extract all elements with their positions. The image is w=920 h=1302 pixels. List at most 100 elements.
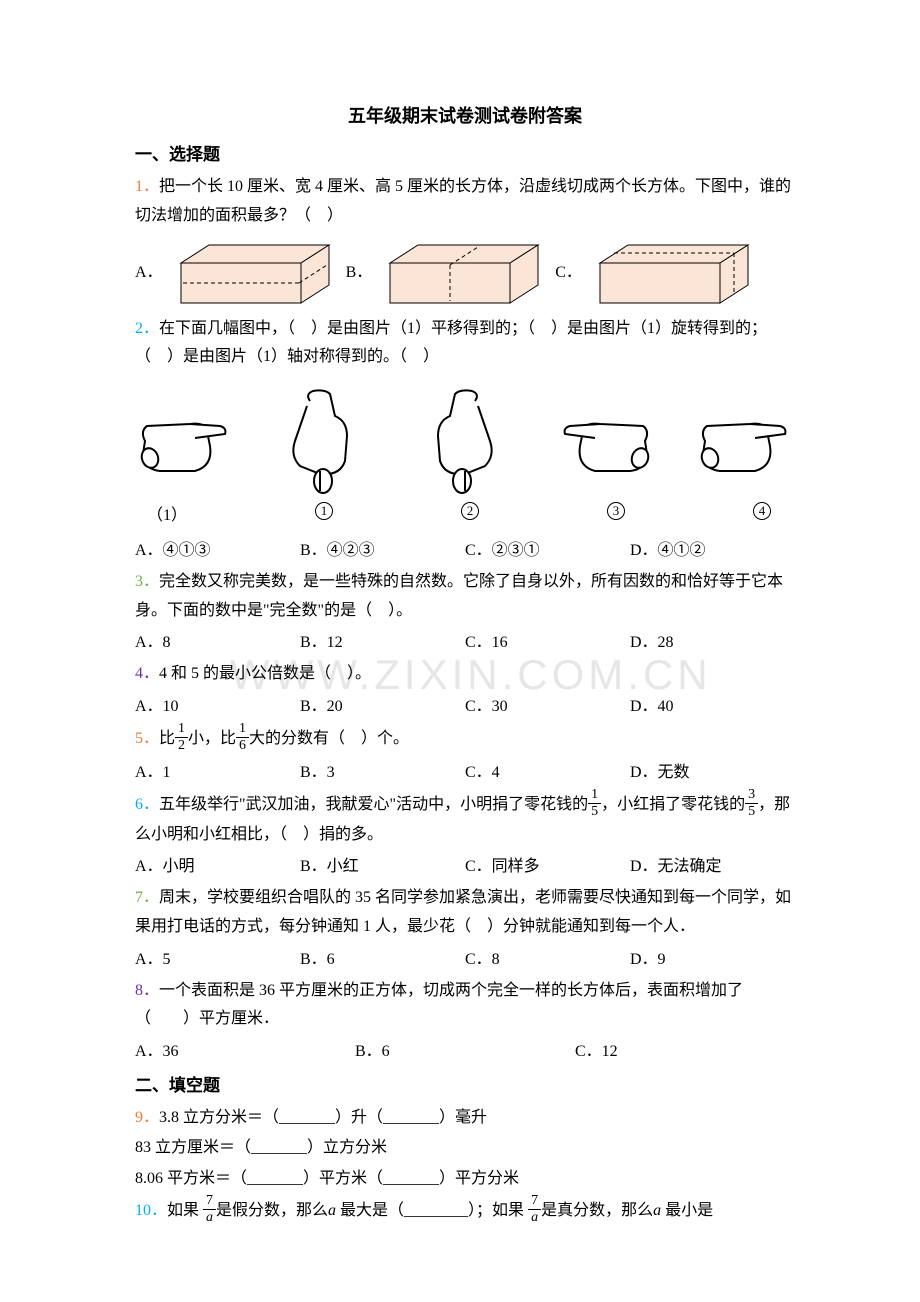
q10-number: 10． [135, 1202, 167, 1219]
question-8: 8．一个表面积是 36 平方厘米的正方体，切成两个完全一样的长方体后，表面积增加… [135, 977, 795, 1035]
q2-optA: A．④①③ [135, 537, 300, 566]
q1-text: 把一个长 10 厘米、宽 4 厘米、高 5 厘米的长方体，沿虚线切成两个长方体。… [135, 178, 791, 224]
question-10: 10．如果 7a是假分数，那么a 最大是（________）；如果 7a是真分数… [135, 1196, 795, 1227]
q9-number: 9． [135, 1109, 159, 1126]
question-9-line3: 8.06 平方米＝（_______）平方米（_______）平方分米 [135, 1165, 795, 1194]
q2-optB: B．④②③ [300, 537, 465, 566]
q2-label-2: 2 [461, 502, 479, 520]
q6-number: 6． [135, 796, 159, 813]
q6-options: A．小明 B．小红 C．同样多 D．无法确定 [135, 853, 795, 882]
q5-optB: B．3 [300, 759, 465, 788]
q3-options: A．8 B．12 C．16 D．28 [135, 629, 795, 658]
question-9-line2: 83 立方厘米＝（_______）立方分米 [135, 1134, 795, 1163]
q4-optA: A．10 [135, 693, 300, 722]
q1-optB-label: B． [346, 259, 373, 288]
cuboid-b [388, 243, 543, 305]
q4-optD: D．40 [630, 693, 795, 722]
q2-label-0: （1） [147, 502, 187, 531]
q2-label-1: 1 [315, 502, 333, 520]
page-title: 五年级期末试卷测试卷附答案 [135, 100, 795, 132]
q1-number: 1． [135, 178, 159, 195]
q3-optA: A．8 [135, 629, 300, 658]
q1-optC-label: C． [555, 259, 582, 288]
q5-number: 5． [135, 730, 159, 747]
q10-after: 最小是 [661, 1202, 713, 1219]
q10-frac1: 7a [203, 1194, 216, 1225]
q9-l1: 3.8 立方分米＝（_______）升（_______）毫升 [159, 1109, 487, 1126]
question-2: 2．在下面几幅图中，（ ）是由图片（1）平移得到的；（ ）是由图片（1）旋转得到… [135, 315, 795, 373]
q8-text: 一个表面积是 36 平方厘米的正方体，切成两个完全一样的长方体后，表面积增加了（… [135, 982, 743, 1028]
cuboid-a [179, 243, 334, 305]
q7-optD: D．9 [630, 946, 795, 975]
q6-frac2: 35 [745, 788, 758, 819]
q10-var2: a [653, 1202, 661, 1219]
q5-mid: 小，比 [188, 730, 236, 747]
section-2-heading: 二、填空题 [135, 1071, 795, 1102]
question-7: 7．周末，学校要组织合唱队的 35 名同学参加紧急演出，老师需要尽快通知到每一个… [135, 884, 795, 942]
q2-label-4: 4 [753, 502, 771, 520]
q6-optD: D．无法确定 [630, 853, 795, 882]
q2-optC: C．②③① [465, 537, 630, 566]
question-4: 4．4 和 5 的最小公倍数是（ ）。 [135, 660, 795, 689]
q4-optB: B．20 [300, 693, 465, 722]
q3-optD: D．28 [630, 629, 795, 658]
q5-options: A．1 B．3 C．4 D．无数 [135, 759, 795, 788]
q4-options: A．10 B．20 C．30 D．40 [135, 693, 795, 722]
q2-text: 在下面几幅图中，（ ）是由图片（1）平移得到的；（ ）是由图片（1）旋转得到的；… [135, 320, 767, 366]
question-9-line1: 9．3.8 立方分米＝（_______）升（_______）毫升 [135, 1104, 795, 1133]
question-5: 5．比12小，比16大的分数有（ ）个。 [135, 724, 795, 755]
question-1: 1．把一个长 10 厘米、宽 4 厘米、高 5 厘米的长方体，沿虚线切成两个长方… [135, 173, 795, 231]
q5-before: 比 [159, 730, 175, 747]
q7-optB: B．6 [300, 946, 465, 975]
q5-frac1: 12 [175, 722, 188, 753]
q2-label-3: 3 [607, 502, 625, 520]
q4-text: 4 和 5 的最小公倍数是（ ）。 [159, 665, 371, 682]
q5-frac2: 16 [236, 722, 249, 753]
q7-number: 7． [135, 889, 159, 906]
q3-number: 3． [135, 573, 159, 590]
q8-optC: C．12 [575, 1038, 795, 1067]
q2-options: A．④①③ B．④②③ C．②③① D．④①② [135, 537, 795, 566]
hand-4 [555, 386, 655, 496]
question-6: 6．五年级举行"武汉加油，我献爱心"活动中，小明捐了零花钱的15，小红捐了零花钱… [135, 790, 795, 850]
q2-optD: D．④①② [630, 537, 795, 566]
q7-optA: A．5 [135, 946, 300, 975]
q6-optB: B．小红 [300, 853, 465, 882]
q8-optA: A．36 [135, 1038, 355, 1067]
hand-5 [695, 386, 795, 496]
q5-optD: D．无数 [630, 759, 795, 788]
q1-optA-label: A． [135, 259, 163, 288]
q2-hands-row [135, 386, 795, 496]
q6-mid: ，小红捐了零花钱的 [601, 796, 745, 813]
q8-optB: B．6 [355, 1038, 575, 1067]
q6-optA: A．小明 [135, 853, 300, 882]
q5-after: 大的分数有（ ）个。 [249, 730, 409, 747]
q8-number: 8． [135, 982, 159, 999]
q7-text: 周末，学校要组织合唱队的 35 名同学参加紧急演出，老师需要尽快通知到每一个同学… [135, 889, 791, 935]
q5-optA: A．1 [135, 759, 300, 788]
q10-frac2: 7a [528, 1194, 541, 1225]
hand-1 [135, 386, 235, 496]
question-3: 3．完全数又称完美数，是一些特殊的自然数。它除了自身以外，所有因数的和恰好等于它… [135, 568, 795, 626]
q5-optC: C．4 [465, 759, 630, 788]
q6-optC: C．同样多 [465, 853, 630, 882]
q10-mid1: 是假分数，那么 [216, 1202, 328, 1219]
q6-before: 五年级举行"武汉加油，我献爱心"活动中，小明捐了零花钱的 [159, 796, 588, 813]
q2-number: 2． [135, 320, 159, 337]
cuboid-c [598, 243, 753, 305]
q1-options-row: A． B． C． [135, 243, 795, 305]
q10-var1: a [328, 1202, 336, 1219]
hand-3 [415, 386, 515, 496]
q4-optC: C．30 [465, 693, 630, 722]
q7-options: A．5 B．6 C．8 D．9 [135, 946, 795, 975]
q3-text: 完全数又称完美数，是一些特殊的自然数。它除了自身以外，所有因数的和恰好等于它本身… [135, 573, 783, 619]
section-1-heading: 一、选择题 [135, 140, 795, 171]
q10-mid2: 最大是（________）；如果 [336, 1202, 524, 1219]
q7-optC: C．8 [465, 946, 630, 975]
q6-frac1: 15 [588, 788, 601, 819]
q10-mid3: 是真分数，那么 [541, 1202, 653, 1219]
q8-options: A．36 B．6 C．12 [135, 1038, 795, 1067]
q10-before: 如果 [167, 1202, 199, 1219]
q3-optC: C．16 [465, 629, 630, 658]
q3-optB: B．12 [300, 629, 465, 658]
